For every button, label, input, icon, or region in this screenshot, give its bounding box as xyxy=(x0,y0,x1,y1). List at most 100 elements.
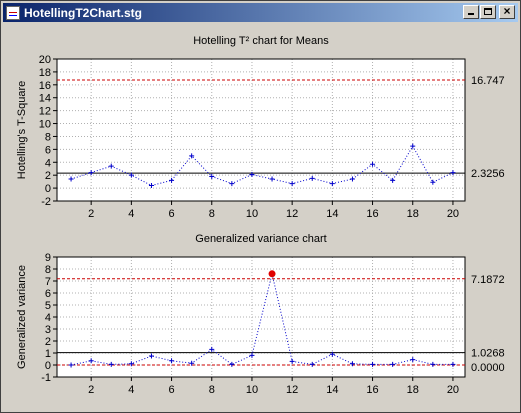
chart2-lcl-label: 0.0000 xyxy=(471,362,505,374)
minimize-button[interactable] xyxy=(463,5,479,19)
chart1-data-point xyxy=(390,177,396,183)
chart2-x-tick-label: 4 xyxy=(128,384,134,396)
chart1-plot-frame xyxy=(56,58,466,202)
chart2-data-point xyxy=(390,361,396,367)
chart1-data-point xyxy=(289,181,295,187)
chart2-data-point xyxy=(450,361,456,367)
chart2-y-tick-label: 6 xyxy=(45,288,51,300)
chart1-data-point xyxy=(349,176,355,182)
minimize-icon xyxy=(468,13,474,15)
chart1-data-point xyxy=(229,181,235,187)
chart1-data-point xyxy=(309,175,315,181)
chart2-x-tick-label: 14 xyxy=(326,384,338,396)
chart1-y-tick-label: 4 xyxy=(45,157,51,169)
chart2-data-point xyxy=(128,361,134,367)
chart1-y-tick-label: -2 xyxy=(41,196,51,208)
chart1-x-tick-label: 2 xyxy=(88,208,94,220)
chart1-y-tick-label: 12 xyxy=(39,106,51,118)
chart2-x-tick-label: 2 xyxy=(88,384,94,396)
chart2-x-tick-label: 10 xyxy=(246,384,258,396)
chart1-x-tick-label: 20 xyxy=(447,208,459,220)
chart1-data-point xyxy=(430,179,436,185)
chart2-data-point xyxy=(289,358,295,364)
chart1-x-tick-label: 18 xyxy=(407,208,419,220)
close-button[interactable]: × xyxy=(499,4,515,19)
chart1-data-point xyxy=(108,163,114,169)
chart1-y-tick-label: 14 xyxy=(39,93,51,105)
chart1-data-point xyxy=(370,161,376,167)
chart1-ucl-label: 16.747 xyxy=(471,75,505,87)
chart1-title: Hotelling T² chart for Means xyxy=(193,35,329,47)
chart2-data-point xyxy=(148,353,154,359)
chart2-y-tick-label: 4 xyxy=(45,312,51,324)
chart1-center-label: 2.3256 xyxy=(471,168,505,180)
chart2-y-tick-label: 8 xyxy=(45,264,51,276)
chart2-y-tick-label: 2 xyxy=(45,336,51,348)
chart1-y-tick-label: 20 xyxy=(39,54,51,66)
window-controls: × xyxy=(462,4,515,19)
chart1-y-axis-label: Hotelling's T-Square xyxy=(16,81,28,180)
chart1-data-point xyxy=(450,170,456,176)
maximize-icon xyxy=(484,8,492,15)
chart1-x-tick-label: 16 xyxy=(366,208,378,220)
chart2-y-tick-label: 3 xyxy=(45,324,51,336)
chart2-y-tick-label: 5 xyxy=(45,300,51,312)
chart1-x-tick-label: 4 xyxy=(128,208,134,220)
chart1-data-point xyxy=(269,176,275,182)
chart1-data-point xyxy=(410,143,416,149)
chart2-data-point xyxy=(329,351,335,357)
chart-area: -2 0 2 4 6 8 10 12 14 16 18 20 2 4 6 8 10 12 14 16 18 20 Hotel… xyxy=(5,25,518,410)
chart2-x-tick-label: 6 xyxy=(168,384,174,396)
maximize-button[interactable] xyxy=(480,5,496,19)
chart1-data-point xyxy=(148,183,154,189)
chart2-data-point xyxy=(349,361,355,367)
chart1-y-tick-label: 8 xyxy=(45,131,51,143)
chart2-data-point xyxy=(88,358,94,364)
close-icon: × xyxy=(503,4,511,18)
chart1-data-point xyxy=(189,153,195,159)
chart1-x-tick-label: 14 xyxy=(326,208,338,220)
chart1-x-tick-label: 10 xyxy=(246,208,258,220)
chart2-data-point xyxy=(410,357,416,363)
chart2-y-tick-label: 7 xyxy=(45,276,51,288)
chart2-title: Generalized variance chart xyxy=(195,233,326,245)
chart1-data-point xyxy=(169,177,175,183)
chart2-data-point xyxy=(189,360,195,366)
chart2-data-point xyxy=(229,361,235,367)
chart2-data-point xyxy=(209,346,215,352)
chart2-data-point xyxy=(249,352,255,358)
chart2-x-tick-label: 8 xyxy=(209,384,215,396)
chart2-center-label: 1.0268 xyxy=(471,348,505,360)
chart2-data-point xyxy=(309,361,315,367)
chart1-y-tick-label: 0 xyxy=(45,183,51,195)
chart2-x-tick-label: 20 xyxy=(447,384,459,396)
chart1-x-tick-label: 12 xyxy=(286,208,298,220)
chart1-y-tick-label: 2 xyxy=(45,170,51,182)
chart2-data-point xyxy=(430,361,436,367)
chart2-data-point xyxy=(68,362,74,368)
chart1-data-point xyxy=(249,172,255,178)
chart1-y-tick-label: 6 xyxy=(45,144,51,156)
chart2-ucl-label: 7.1872 xyxy=(471,274,505,286)
chart1-data-point xyxy=(209,173,215,179)
chart2-x-tick-label: 12 xyxy=(286,384,298,396)
chart2-y-tick-label: 9 xyxy=(45,252,51,264)
chart2-y-tick-label: 0 xyxy=(45,360,51,372)
chart2-y-tick-label: 1 xyxy=(45,348,51,360)
window-title: HotellingT2Chart.stg xyxy=(24,5,143,20)
chart2-series-line xyxy=(70,273,453,366)
chart1-data-point xyxy=(329,181,335,187)
chart2-x-tick-label: 16 xyxy=(366,384,378,396)
chart2-x-tick-label: 18 xyxy=(407,384,419,396)
chart1-data-point xyxy=(88,170,94,176)
chart2-data-point xyxy=(108,361,114,367)
chart2-y-axis-label: Generalized variance xyxy=(16,265,28,369)
chart1-plot-background xyxy=(57,59,465,201)
chart1-y-tick-label: 16 xyxy=(39,80,51,92)
chart2-data-point xyxy=(169,358,175,364)
chart-document-icon[interactable] xyxy=(6,5,20,20)
title-bar[interactable]: HotellingT2Chart.stg × xyxy=(3,3,518,22)
chart1-x-tick-label: 6 xyxy=(168,208,174,220)
